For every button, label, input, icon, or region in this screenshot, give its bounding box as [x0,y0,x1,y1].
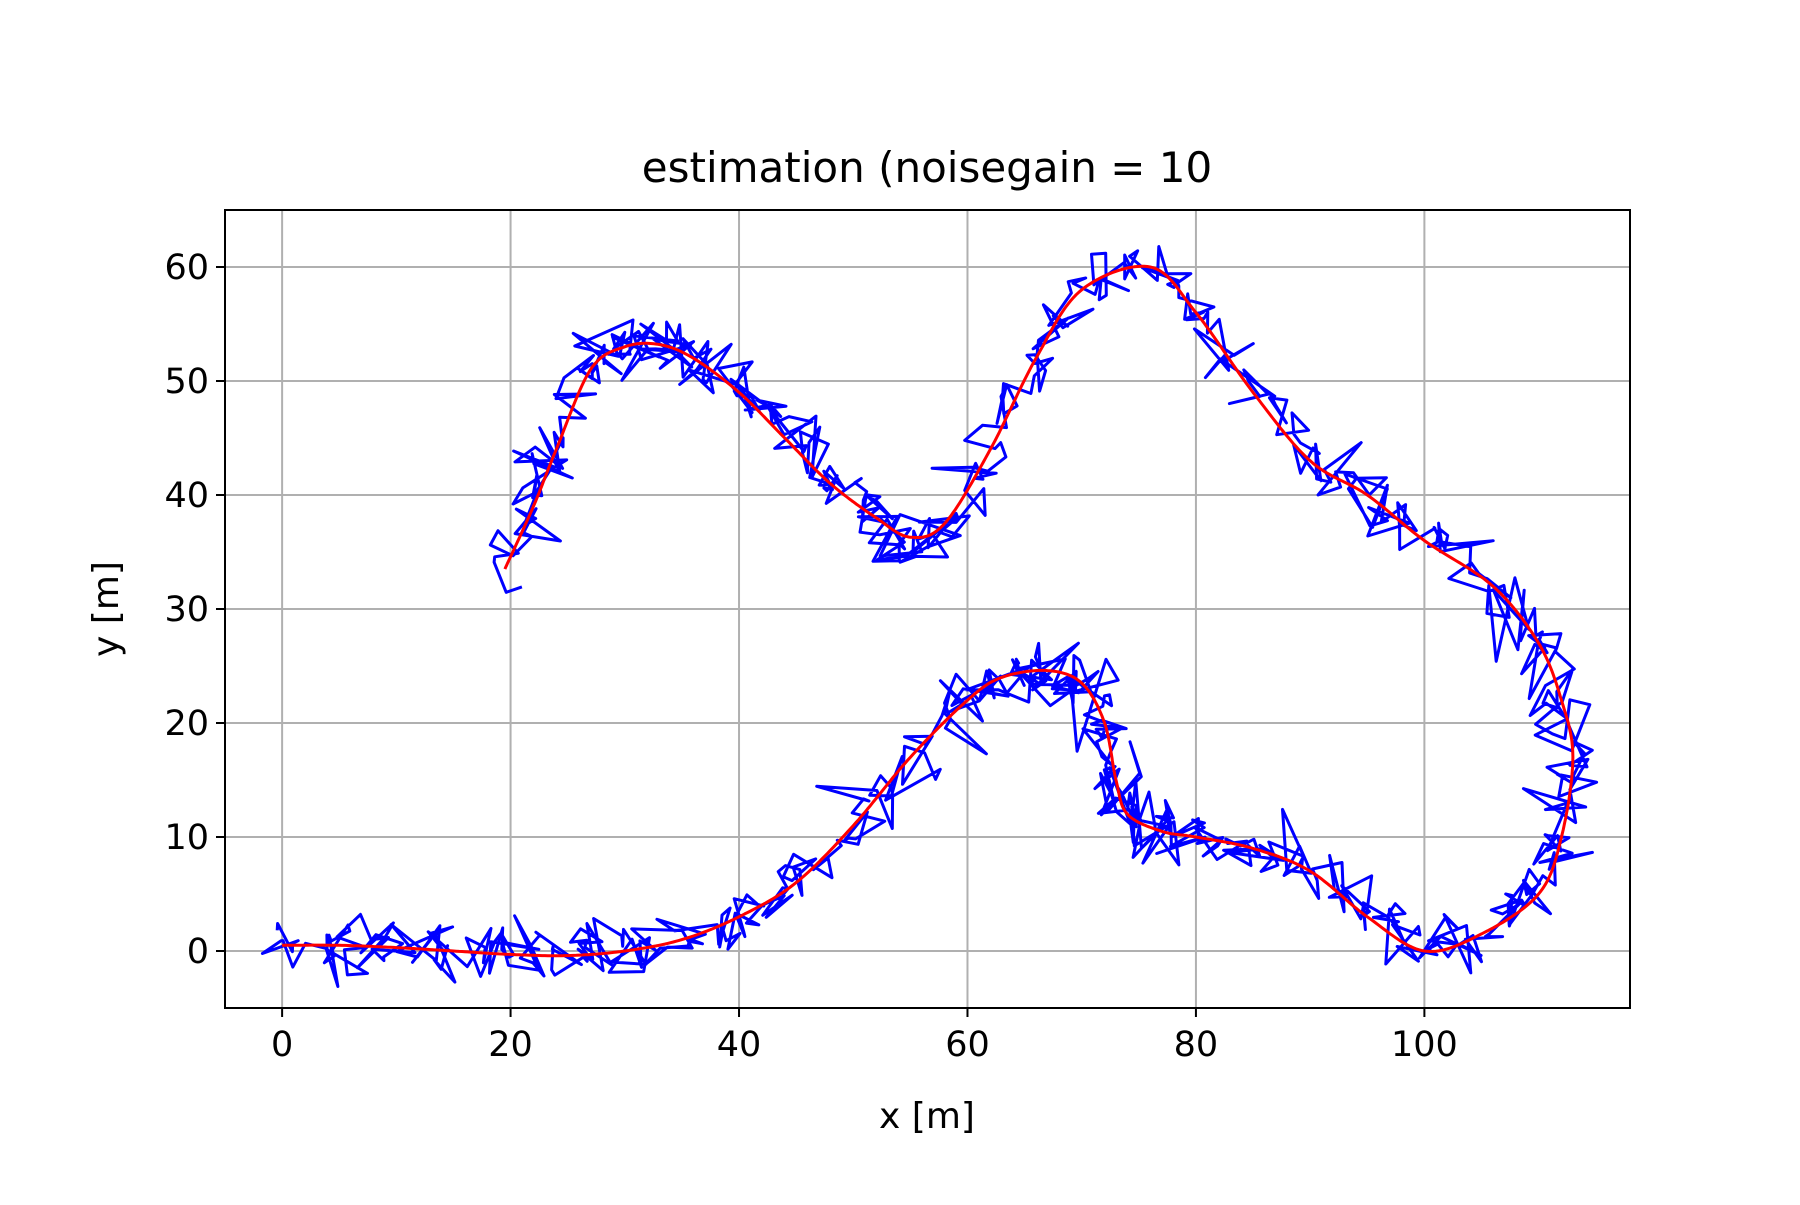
y-tick-label: 50 [164,362,209,402]
y-tick-label: 10 [164,818,209,858]
x-tick-label: 40 [717,1025,762,1065]
y-tick-label: 0 [187,932,209,972]
x-tick-label: 0 [271,1025,293,1065]
x-tick-label: 80 [1174,1025,1219,1065]
ticks: 0 20 40 60 80 100 0 10 20 30 40 50 60 [164,248,1457,1065]
x-tick-label: 60 [945,1025,990,1065]
x-tick-label: 100 [1391,1025,1458,1065]
y-axis-label: y [m] [86,561,127,657]
y-tick-label: 40 [164,476,209,516]
series-layer [260,245,1599,988]
series-reference-line [282,264,1575,958]
chart-title: estimation (noisegain = 10 [642,143,1212,192]
y-tick-label: 30 [164,590,209,630]
y-tick-label: 60 [164,248,209,288]
x-tick-label: 20 [488,1025,533,1065]
series-estimate-line [260,245,1599,988]
x-axis-label: x [m] [879,1096,975,1137]
y-tick-label: 20 [164,704,209,744]
